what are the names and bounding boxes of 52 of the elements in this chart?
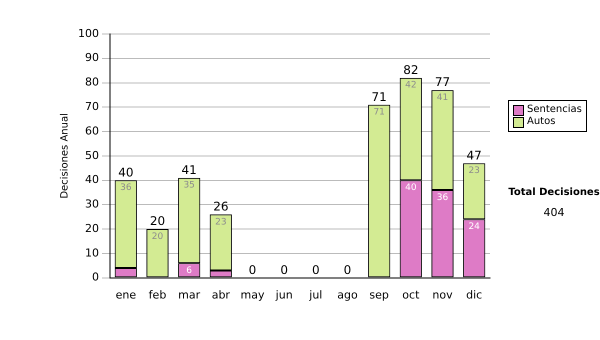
legend-label: Autos [527, 116, 556, 128]
x-tick-label: sep [369, 288, 389, 302]
y-tick-label: 80 [84, 76, 99, 89]
y-tick-label: 50 [84, 148, 99, 162]
x-tick-label: nov [432, 288, 454, 302]
total-label: 26 [213, 200, 228, 214]
data-label: 20 [152, 232, 164, 242]
data-label: 71 [373, 108, 385, 118]
data-label: 23 [468, 166, 480, 176]
y-tick-label: 0 [92, 270, 99, 284]
data-label: 41 [436, 92, 448, 103]
text: Total Decisiones [508, 187, 600, 198]
y-tick-label: 90 [84, 51, 99, 64]
y-tick-label: 10 [84, 246, 99, 260]
text: 404 [542, 206, 566, 219]
x-tick-label: jul [308, 288, 322, 302]
legend-label: Sentencias [527, 104, 582, 116]
x-tick-label: ene [116, 288, 136, 302]
total-label: 82 [403, 63, 418, 78]
total-label: 0 [248, 262, 256, 277]
x-tick-label: oct [402, 288, 420, 302]
total-label: 0 [344, 262, 352, 277]
y-tick-label: 60 [84, 124, 99, 138]
total-label: 0 [280, 262, 288, 277]
data-label: 24 [468, 222, 480, 232]
data-label: 42 [405, 80, 417, 91]
data-label: 36 [436, 192, 448, 203]
x-tick-label: may [240, 288, 265, 302]
data-label: 23 [215, 217, 227, 228]
x-tick-label: dic [466, 288, 482, 302]
total-label: 41 [182, 162, 197, 177]
y-tick-label: 100 [78, 26, 99, 40]
total-label: 0 [312, 262, 320, 277]
total-label: 71 [372, 90, 387, 104]
x-tick-label: jun [274, 288, 293, 302]
x-tick-label: mar [178, 288, 201, 302]
x-tick-label: feb [148, 288, 166, 302]
x-tick-label: abr [212, 288, 230, 302]
data-label: 35 [183, 180, 195, 191]
total-label: 40 [118, 165, 134, 180]
x-tick-label: ago [337, 288, 358, 302]
y-axis-title: Decisiones Anual [60, 113, 71, 199]
y-tick-label: 20 [84, 222, 99, 235]
y-tick-label: 40 [84, 173, 99, 186]
total-label: 77 [434, 75, 450, 90]
y-tick-label: 70 [84, 100, 99, 113]
total-label: 47 [466, 148, 482, 162]
y-tick-label: 30 [84, 198, 99, 211]
total-label: 20 [150, 214, 166, 228]
data-label: 36 [120, 183, 132, 194]
data-label: 6 [186, 266, 192, 276]
data-label: 40 [405, 183, 417, 194]
